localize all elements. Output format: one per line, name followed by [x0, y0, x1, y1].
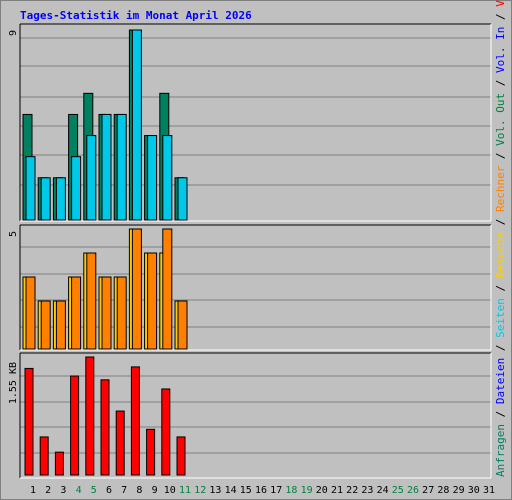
x-tick-label: 16 — [255, 485, 267, 496]
legend-item: Rechner — [494, 165, 507, 212]
bar-rechner — [55, 300, 66, 350]
legend-separator: / — [494, 278, 507, 298]
x-tick-label: 25 — [392, 485, 404, 496]
y-axis-max-label: 5 — [8, 231, 19, 237]
x-tick-label: 15 — [240, 485, 252, 496]
chart-title: Tages-Statistik im Monat April 2026 — [20, 9, 252, 22]
x-tick-label: 29 — [453, 485, 465, 496]
legend: Anfragen / Dateien / Seiten / Besuche / … — [494, 0, 507, 477]
bar-dateien — [71, 156, 82, 221]
x-tick-label: 12 — [194, 485, 206, 496]
x-tick-label: 4 — [76, 485, 82, 496]
bar-volumen — [161, 388, 171, 476]
bar-rechner — [86, 252, 97, 350]
legend-item: Anfragen — [494, 424, 507, 477]
y-axis-max-label: 1.55 KB — [8, 362, 19, 404]
bar-volumen — [176, 436, 186, 476]
x-tick-label: 18 — [285, 485, 297, 496]
x-tick-label: 10 — [164, 485, 176, 496]
bar-rechner — [162, 228, 173, 350]
x-tick-label: 19 — [301, 485, 313, 496]
bar-volumen — [100, 379, 110, 476]
x-tick-label: 14 — [225, 485, 237, 496]
panel-background — [20, 353, 491, 478]
x-tick-label: 28 — [437, 485, 449, 496]
bar-dateien — [116, 113, 127, 221]
bar-rechner — [116, 276, 127, 350]
x-tick-label: 17 — [270, 485, 282, 496]
x-tick-label: 30 — [468, 485, 480, 496]
bar-rechner — [40, 300, 51, 350]
x-tick-label: 9 — [152, 485, 158, 496]
legend-separator: / — [494, 404, 507, 424]
x-tick-label: 24 — [377, 485, 389, 496]
legend-item: Besuche — [494, 232, 507, 278]
bar-volumen — [24, 367, 34, 476]
legend-separator: / — [494, 7, 507, 27]
bar-volumen — [85, 356, 95, 476]
legend-text: Anfragen / Dateien / Seiten / Besuche / … — [494, 0, 507, 477]
bar-dateien — [25, 156, 36, 221]
bar-dateien — [40, 177, 51, 221]
bar-volumen — [39, 436, 49, 476]
x-tick-label: 8 — [136, 485, 142, 496]
x-tick-label: 5 — [91, 485, 97, 496]
bar-rechner — [71, 276, 82, 350]
x-tick-label: 23 — [361, 485, 373, 496]
bar-rechner — [101, 276, 112, 350]
x-tick-label: 7 — [121, 485, 127, 496]
bar-dateien — [86, 135, 97, 221]
bar-volumen — [115, 410, 125, 476]
bar-dateien — [147, 135, 158, 221]
legend-item: Volumen — [494, 0, 507, 7]
x-tick-label: 13 — [209, 485, 221, 496]
legend-item: Vol. Out — [494, 93, 507, 146]
bar-dateien — [177, 177, 188, 221]
bar-dateien — [162, 135, 173, 221]
bar-rechner — [131, 228, 142, 350]
x-tick-label: 31 — [483, 485, 495, 496]
x-tick-label: 22 — [346, 485, 358, 496]
bar-volumen — [70, 375, 80, 476]
bar-volumen — [54, 451, 64, 476]
bar-rechner — [177, 300, 188, 350]
x-tick-label: 3 — [60, 485, 66, 496]
legend-separator: / — [494, 73, 507, 93]
legend-separator: / — [494, 338, 507, 358]
legend-item: Dateien — [494, 358, 507, 404]
bar-volumen — [130, 366, 140, 476]
y-axis-max-label: 9 — [8, 30, 19, 36]
bar-rechner — [25, 276, 36, 350]
x-tick-label: 21 — [331, 485, 343, 496]
legend-separator: / — [494, 146, 507, 166]
bar-dateien — [101, 113, 112, 221]
bar-dateien — [55, 177, 66, 221]
x-tick-label: 20 — [316, 485, 328, 496]
x-tick-label: 2 — [45, 485, 51, 496]
x-tick-label: 26 — [407, 485, 419, 496]
bar-rechner — [147, 252, 158, 350]
x-tick-label: 1 — [30, 485, 36, 496]
x-tick-label: 6 — [106, 485, 112, 496]
x-tick-label: 27 — [422, 485, 434, 496]
chart-panel-volume — [19, 352, 492, 479]
legend-separator: / — [494, 212, 507, 232]
legend-item: Vol. In — [494, 27, 507, 73]
bar-dateien — [131, 29, 142, 221]
legend-item: Seiten — [494, 298, 507, 338]
bar-volumen — [146, 428, 156, 476]
x-tick-label: 11 — [179, 485, 191, 496]
